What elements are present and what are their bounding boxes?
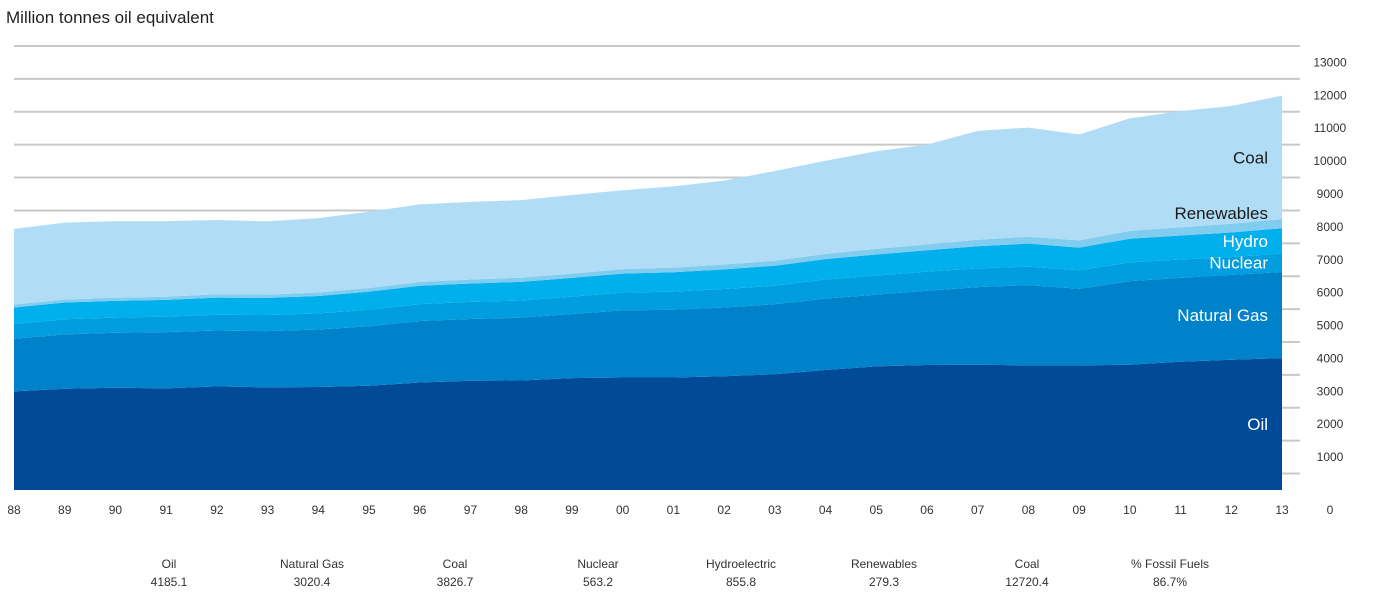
y-tick-label: 1000 bbox=[1317, 450, 1344, 464]
summary-value: 86.7% bbox=[1152, 575, 1188, 589]
summary-item: Coal 12720.4 bbox=[967, 555, 1087, 591]
summary-label: Nuclear bbox=[577, 557, 619, 571]
y-tick-label: 11000 bbox=[1314, 121, 1347, 135]
series-label-nuclear: Nuclear bbox=[1209, 254, 1268, 273]
y-tick-label: 6000 bbox=[1317, 286, 1344, 300]
y-tick-label: 8000 bbox=[1317, 220, 1344, 234]
x-tick-label: 03 bbox=[768, 503, 782, 517]
y-tick-label: 12000 bbox=[1313, 88, 1347, 102]
x-tick-label: 88 bbox=[7, 503, 21, 517]
summary-item: Oil 4185.1 bbox=[109, 555, 229, 591]
x-tick-label: 99 bbox=[565, 503, 579, 517]
x-tick-label: 95 bbox=[362, 503, 376, 517]
summary-item: Coal 3826.7 bbox=[395, 555, 515, 591]
x-tick-label: 05 bbox=[870, 503, 884, 517]
x-tick-label: 04 bbox=[819, 503, 833, 517]
series-area-natural-gas bbox=[14, 271, 1282, 392]
series-label-coal: Coal bbox=[1233, 148, 1268, 167]
summary-item: Nuclear 563.2 bbox=[538, 555, 658, 591]
summary-value: 12720.4 bbox=[1005, 575, 1049, 589]
x-tick-label: 07 bbox=[971, 503, 985, 517]
x-tick-label: 94 bbox=[312, 503, 326, 517]
series-label-renewables: Renewables bbox=[1174, 204, 1268, 223]
summary-value: 563.2 bbox=[582, 575, 614, 589]
series-label-natural-gas: Natural Gas bbox=[1177, 306, 1268, 325]
x-tick-label: 08 bbox=[1022, 503, 1036, 517]
x-tick-label: 13 bbox=[1275, 503, 1289, 517]
series-area-hydro bbox=[14, 228, 1282, 324]
summary-value: 3826.7 bbox=[436, 575, 474, 589]
summary-item: Natural Gas 3020.4 bbox=[252, 555, 372, 591]
summary-label: Coal bbox=[1014, 557, 1040, 571]
summary-row: Oil 4185.1 Natural Gas 3020.4 Coal 3826.7 Nucl… bbox=[0, 555, 1374, 595]
summary-item: Renewables 279.3 bbox=[824, 555, 944, 591]
y-tick-label: 7000 bbox=[1317, 253, 1344, 267]
summary-value: 279.3 bbox=[868, 575, 900, 589]
y-tick-label: 9000 bbox=[1317, 187, 1344, 201]
energy-stacked-area-chart: Oil Natural Gas Nuclear Hydro Renewables Coal… bbox=[7, 45, 1347, 517]
summary-item: Hydroelectric 855.8 bbox=[681, 555, 801, 591]
series-label-hydro: Hydro bbox=[1223, 232, 1268, 251]
y-tick-label: 3000 bbox=[1317, 384, 1344, 398]
x-tick-label: 96 bbox=[413, 503, 427, 517]
y-tick-label: 0 bbox=[1327, 503, 1334, 517]
y-tick-label: 10000 bbox=[1313, 154, 1347, 168]
summary-label: Coal bbox=[442, 557, 468, 571]
series-area-nuclear bbox=[14, 253, 1282, 339]
x-tick-label: 92 bbox=[210, 503, 224, 517]
summary-value: 855.8 bbox=[725, 575, 757, 589]
x-tick-label: 10 bbox=[1123, 503, 1137, 517]
summary-value: 3020.4 bbox=[293, 575, 331, 589]
x-tick-label: 02 bbox=[717, 503, 731, 517]
x-tick-label: 11 bbox=[1174, 503, 1187, 517]
chart-unit-title: Million tonnes oil equivalent bbox=[6, 8, 214, 27]
y-tick-label: 5000 bbox=[1317, 319, 1344, 333]
x-tick-label: 01 bbox=[667, 503, 681, 517]
x-tick-label: 93 bbox=[261, 503, 275, 517]
series-area-coal bbox=[14, 95, 1282, 305]
summary-item: % Fossil Fuels 86.7% bbox=[1110, 555, 1230, 591]
summary-label: Oil bbox=[161, 557, 177, 571]
x-tick-label: 06 bbox=[920, 503, 934, 517]
y-tick-label: 4000 bbox=[1317, 351, 1344, 365]
summary-label: Renewables bbox=[850, 557, 918, 571]
x-tick-label: 00 bbox=[616, 503, 630, 517]
series-label-oil: Oil bbox=[1247, 415, 1268, 434]
x-tick-label: 09 bbox=[1072, 503, 1086, 517]
x-tick-label: 91 bbox=[159, 503, 173, 517]
y-tick-label: 2000 bbox=[1317, 417, 1344, 431]
summary-value: 4185.1 bbox=[150, 575, 188, 589]
summary-label: Natural Gas bbox=[279, 557, 345, 571]
summary-label: % Fossil Fuels bbox=[1130, 557, 1210, 571]
y-tick-label: 13000 bbox=[1313, 55, 1347, 69]
x-tick-label: 90 bbox=[109, 503, 123, 517]
x-tick-label: 12 bbox=[1225, 503, 1239, 517]
x-tick-label: 97 bbox=[464, 503, 478, 517]
series-area-renewables bbox=[14, 218, 1282, 308]
x-tick-label: 98 bbox=[515, 503, 529, 517]
summary-label: Hydroelectric bbox=[705, 557, 777, 571]
x-tick-label: 89 bbox=[58, 503, 72, 517]
series-area-oil bbox=[14, 358, 1282, 490]
